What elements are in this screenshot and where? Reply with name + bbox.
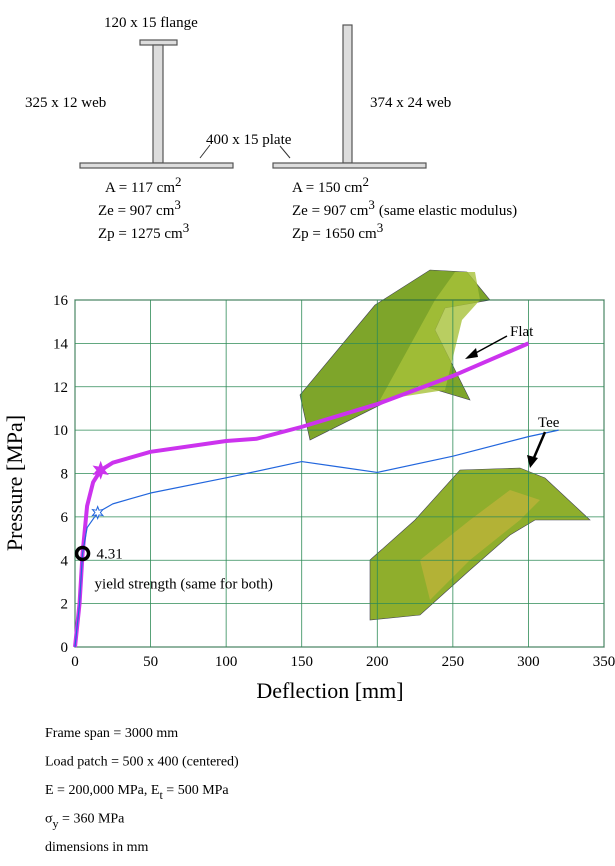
flange-shape (140, 40, 177, 45)
text-part: Ze = 907 cm (98, 203, 175, 219)
text-part: = 500 MPa (163, 783, 230, 798)
superscript: 3 (183, 220, 190, 235)
y-axis-title: Pressure [MPa] (2, 415, 27, 551)
y-tick-label: 0 (61, 640, 69, 656)
text-part: Ze = 907 cm (292, 203, 369, 219)
label: 325 x 12 web (25, 95, 106, 111)
x-tick-label: 150 (290, 654, 313, 670)
label: Frame span = 3000 mm (45, 726, 178, 741)
arrow (533, 432, 545, 460)
x-axis-title: Deflection [mm] (256, 678, 403, 703)
x-tick-label: 300 (517, 654, 540, 670)
x-tick-label: 200 (366, 654, 389, 670)
label: 374 x 24 web (370, 95, 451, 111)
text-part: Zp = 1650 cm (292, 226, 377, 242)
plate-shape (273, 163, 426, 168)
label: Ze = 907 cm3 (same elastic modulus) (292, 197, 517, 219)
x-tick-label: 250 (442, 654, 465, 670)
y-tick-label: 16 (53, 293, 69, 309)
y-tick-label: 2 (61, 597, 69, 613)
label: A = 117 cm2 (105, 174, 181, 196)
web-shape (153, 45, 163, 163)
label: σy = 360 MPa (45, 812, 125, 831)
superscript: 2 (175, 174, 182, 189)
label: E = 200,000 MPa, Et = 500 MPa (45, 783, 229, 802)
label: 120 x 15 flange (104, 15, 198, 31)
label: Zp = 1275 cm3 (98, 220, 189, 242)
text-part: A = 117 cm (105, 180, 175, 196)
x-tick-label: 350 (593, 654, 615, 670)
label: Ze = 907 cm3 (98, 197, 181, 219)
text-part: Load patch = 500 x 400 (centered) (45, 755, 239, 770)
y-tick-label: 14 (53, 336, 69, 352)
web-shape (343, 25, 352, 163)
text-part: = 360 MPa (59, 812, 126, 827)
superscript: 2 (363, 174, 370, 189)
text-part: dimensions in mm (45, 840, 149, 855)
superscript: 3 (377, 220, 384, 235)
annotation: yield strength (same for both) (95, 577, 273, 593)
arrow-head (465, 348, 478, 359)
text-part: E = 200,000 MPa, E (45, 783, 159, 798)
label: Zp = 1650 cm3 (292, 220, 383, 242)
superscript: 3 (174, 197, 181, 212)
label: dimensions in mm (45, 840, 149, 855)
label: 400 x 15 plate (206, 132, 292, 148)
superscript: 3 (368, 197, 375, 212)
legend-label: Tee (538, 415, 560, 431)
fe-model (300, 270, 590, 620)
text-part: Zp = 1275 cm (98, 226, 183, 242)
y-tick-label: 6 (61, 510, 69, 526)
x-tick-label: 100 (215, 654, 238, 670)
y-tick-label: 10 (53, 423, 68, 439)
label: Load patch = 500 x 400 (centered) (45, 755, 239, 770)
notes: Frame span = 3000 mm Load patch = 500 x 4… (45, 726, 239, 855)
text-part: (same elastic modulus) (379, 203, 517, 219)
text-part: Frame span = 3000 mm (45, 726, 178, 741)
y-tick-label: 4 (61, 553, 69, 569)
text-part: A = 150 cm (292, 180, 363, 196)
legend-label: Flat (510, 324, 534, 340)
page: 120 x 15 flange 325 x 12 web 400 x 15 pl… (0, 0, 615, 866)
x-tick-label: 50 (143, 654, 158, 670)
plate-shape (80, 163, 233, 168)
label: A = 150 cm2 (292, 174, 369, 196)
x-tick-label: 0 (71, 654, 79, 670)
y-tick-label: 8 (61, 467, 69, 483)
data-label: 4.31 (97, 547, 123, 563)
arrow (472, 336, 507, 355)
y-tick-label: 12 (53, 380, 68, 396)
